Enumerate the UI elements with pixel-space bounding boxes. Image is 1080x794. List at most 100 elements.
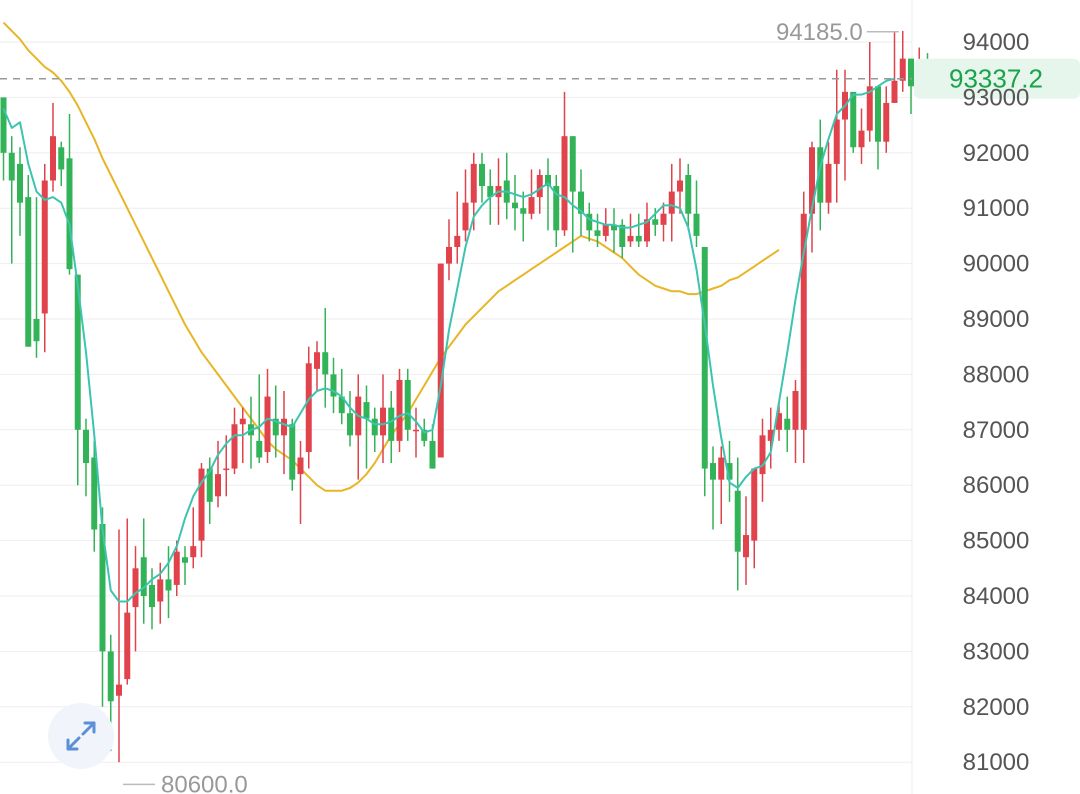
candle-up (41, 180, 48, 314)
candle-down (479, 163, 485, 187)
candle-down (388, 407, 395, 441)
candle-up (231, 424, 238, 469)
candle-down (338, 396, 345, 414)
candle-up (437, 263, 444, 458)
annotations: 93337.2 94185.0 80600.0 (0, 19, 1080, 794)
y-tick-label: 85000 (963, 528, 1030, 555)
candle-down (487, 186, 494, 198)
candle-down (635, 235, 642, 242)
candle-down (734, 490, 741, 552)
candle-up (668, 191, 675, 214)
current-price-label: 93337.2 (949, 64, 1043, 94)
candle-down (421, 429, 428, 441)
candle-up (536, 174, 543, 198)
expand-arrows-icon (66, 721, 96, 751)
y-tick-label: 90000 (963, 251, 1030, 278)
candle-up (173, 551, 180, 585)
candle-down (371, 418, 378, 436)
candle-down (619, 224, 626, 247)
candle-down (140, 557, 147, 596)
candle-up (602, 224, 609, 236)
candle-up (239, 418, 246, 425)
y-tick-label: 91000 (963, 195, 1030, 222)
candle-up (792, 391, 799, 430)
ma-short-line-group (2, 77, 895, 603)
candle-down (107, 651, 114, 702)
candle-up (198, 468, 205, 541)
candle-down (710, 463, 716, 480)
candle-up (866, 86, 873, 131)
candle-down (256, 440, 263, 458)
y-tick-label: 83000 (963, 638, 1030, 665)
candle-down (322, 352, 329, 375)
candle-up (215, 474, 221, 497)
candle-up (223, 468, 230, 471)
candle-up (660, 213, 667, 225)
y-tick-label: 93000 (963, 84, 1030, 111)
candle-up (413, 429, 419, 432)
candle-up (314, 352, 320, 369)
candle-up (380, 407, 386, 436)
low-label: 80600.0 (161, 771, 248, 794)
candle-down (611, 224, 617, 231)
y-tick-label: 94000 (963, 29, 1030, 56)
candle-up (833, 119, 840, 164)
candle-down (363, 402, 370, 419)
candle-up (50, 136, 56, 181)
candle-down (404, 379, 411, 430)
candle-down (520, 208, 527, 214)
candle-down (0, 97, 7, 153)
candle-up (800, 213, 807, 430)
candle-up (759, 435, 766, 475)
candle-up (462, 202, 469, 231)
candle-up (883, 102, 890, 142)
y-tick-label: 84000 (963, 583, 1030, 610)
candle-up (264, 396, 271, 452)
high-label: 94185.0 (776, 19, 863, 46)
candle-down (685, 174, 692, 214)
candle-up (528, 197, 535, 214)
candle-up (297, 457, 304, 475)
candles (0, 30, 931, 763)
candle-down (99, 523, 106, 652)
y-tick-label: 87000 (963, 417, 1030, 444)
candle-up (116, 684, 122, 696)
candle-down (74, 274, 81, 430)
candle-up (454, 235, 461, 247)
y-tick-label: 82000 (963, 694, 1030, 721)
candle-up (305, 363, 312, 452)
candle-down (33, 319, 40, 342)
expand-button[interactable] (48, 703, 114, 769)
candle-up (396, 379, 403, 441)
candle-down (850, 91, 857, 148)
candle-up (124, 612, 131, 680)
candle-up (677, 180, 683, 192)
candle-down (83, 429, 89, 464)
y-axis-ticks: 94000 93000 92000 91000 90000 89000 88000 87000… (963, 29, 1030, 776)
candle-down (908, 58, 914, 87)
current-price-tag (914, 58, 1080, 99)
candle-up (809, 147, 815, 214)
candle-down (652, 219, 659, 225)
ma-short-line (2, 77, 895, 603)
candle-up (767, 429, 774, 441)
candle-down (429, 440, 436, 469)
candle-down (701, 246, 708, 469)
candle-down (784, 418, 791, 430)
candle-up (561, 136, 568, 231)
candle-up (743, 535, 749, 558)
candle-up (899, 58, 906, 81)
candle-down (347, 413, 353, 436)
candle-up (446, 246, 452, 264)
candle-up (718, 457, 725, 480)
candle-down (330, 374, 337, 397)
candle-down (553, 186, 560, 231)
candle-down (545, 174, 551, 187)
candle-down (66, 158, 73, 270)
candle-down (569, 136, 576, 192)
candle-up (644, 219, 650, 242)
candle-down (817, 147, 824, 203)
candle-down (272, 418, 279, 436)
candle-up (132, 568, 139, 608)
